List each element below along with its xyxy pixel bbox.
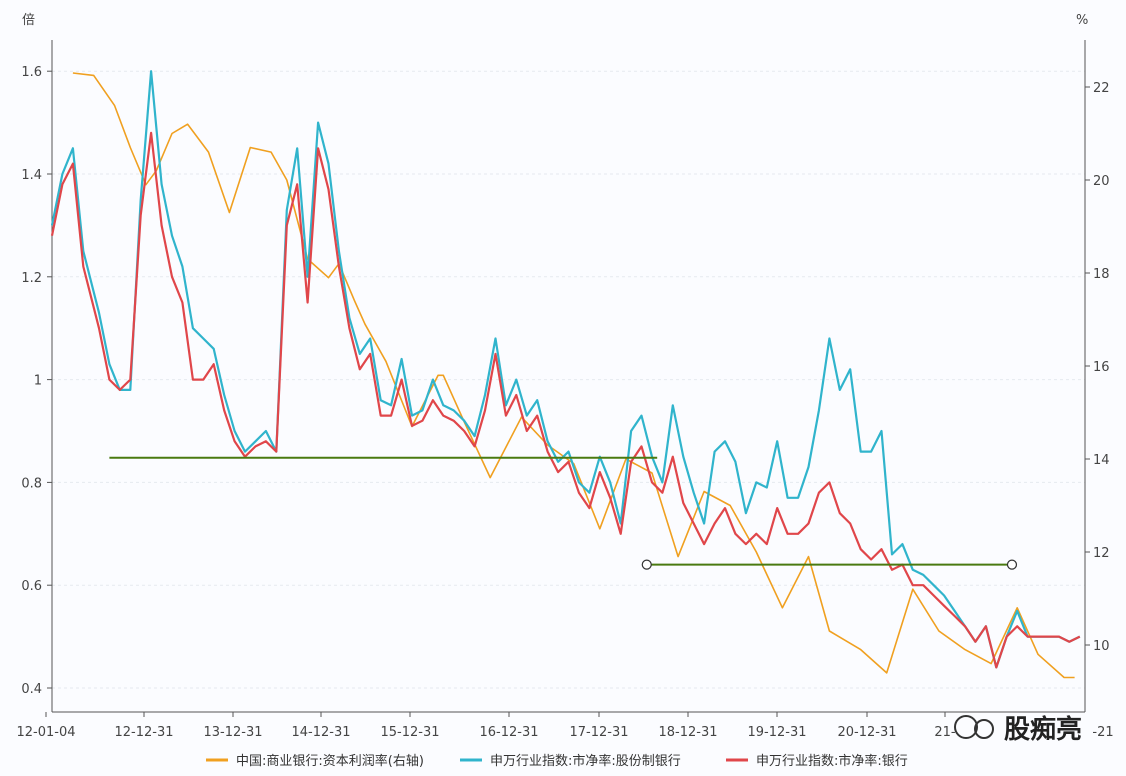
right-tick-label: 18: [1093, 267, 1110, 282]
left-tick-label: 1.2: [21, 271, 42, 286]
watermark-text: 股痴亮: [1004, 714, 1082, 745]
right-tick-label: 20: [1093, 174, 1110, 189]
left-tick-label: 0.6: [21, 579, 42, 594]
left-y-ticks: 0.4 0.6 0.8 1 1.2 1.4 1.6: [21, 65, 52, 697]
x-tick-label: 15-12-31: [380, 725, 439, 740]
series-line-1: [50, 70, 1081, 669]
x-tick-label: -21: [1092, 725, 1113, 740]
watermark-logo-icon-inner: [974, 719, 994, 739]
right-tick-label: 14: [1093, 453, 1110, 468]
x-tick-label: 12-12-31: [114, 725, 173, 740]
right-axis-unit: %: [1076, 13, 1088, 28]
left-tick-label: 1.6: [21, 65, 42, 80]
right-tick-label: 22: [1093, 81, 1110, 96]
legend-label: 申万行业指数:市净率:股份制银行: [490, 753, 681, 769]
x-ticks: 12-01-04 12-12-31 13-12-31 14-12-31 15-12-31…: [16, 712, 1114, 740]
x-tick-label: 17-12-31: [569, 725, 628, 740]
x-tick-label: 14-12-31: [291, 725, 350, 740]
annotation-endpoint: [641, 559, 652, 570]
watermark-logo-icon: [954, 715, 978, 739]
x-tick-label: 16-12-31: [479, 725, 538, 740]
x-tick-label: 18-12-31: [658, 725, 717, 740]
legend: 中国:商业银行:资本利润率(右轴) 申万行业指数:市净率:股份制银行 申万行业指数:…: [206, 753, 908, 769]
x-tick-label: 21-: [934, 725, 956, 740]
legend-label: 中国:商业银行:资本利润率(右轴): [236, 753, 424, 769]
right-tick-label: 10: [1093, 639, 1110, 654]
series-lines: [50, 70, 1081, 679]
left-tick-label: 0.8: [21, 476, 42, 491]
x-tick-label: 20-12-31: [837, 725, 896, 740]
left-tick-label: 0.4: [21, 682, 42, 697]
x-tick-label: 19-12-31: [747, 725, 806, 740]
axes: [51, 40, 1086, 713]
legend-label: 申万行业指数:市净率:银行: [756, 753, 908, 769]
right-tick-label: 12: [1093, 546, 1110, 561]
annotation-lines: [109, 456, 1018, 570]
series-line-0: [72, 72, 1075, 679]
left-tick-label: 1.4: [21, 168, 42, 183]
watermark: 股痴亮: [954, 714, 1082, 745]
right-tick-label: 16: [1093, 360, 1110, 375]
left-axis-unit: 倍: [22, 13, 35, 28]
right-y-ticks: 10 12 14 16 18 20 22: [1085, 81, 1110, 654]
series-line-2: [50, 131, 1081, 669]
left-tick-label: 1: [34, 374, 42, 389]
x-tick-label: 13-12-31: [203, 725, 262, 740]
x-tick-label: 12-01-04: [16, 725, 75, 740]
annotation-endpoint: [1006, 559, 1018, 570]
